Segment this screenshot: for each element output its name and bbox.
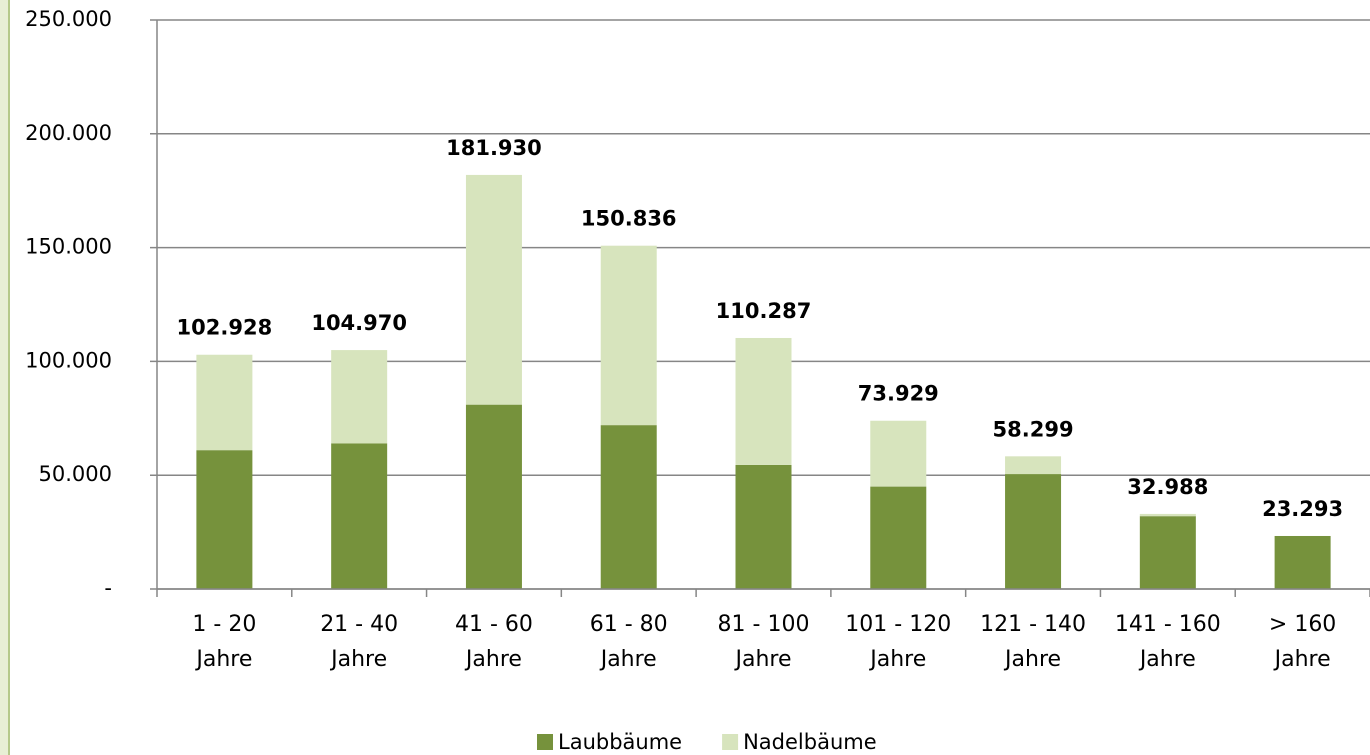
bar-segment [1139,516,1196,589]
total-label: 102.928 [177,316,273,340]
total-label: 73.929 [858,382,939,406]
total-label: 58.299 [993,417,1074,441]
total-label: 110.287 [716,299,812,323]
bar-segment [331,350,388,444]
x-tick-label: 61 - 80 Jahre [589,612,668,672]
x-tick-label: 21 - 40 Jahre [320,612,399,672]
bar-segment [600,425,657,589]
legend-swatch [722,734,739,750]
x-tick-label: 81 - 100 Jahre [717,612,810,672]
bar-segment [1005,456,1062,475]
bar-segment [1139,513,1196,517]
y-tick-label: 100.000 [25,348,112,372]
total-label: 104.970 [311,311,407,335]
total-label: 150.836 [581,207,677,231]
x-tick-label: 101 - 120 Jahre [845,612,952,672]
y-tick-label: - [104,576,112,600]
legend-label: Nadelbäume [743,730,877,754]
legend-label: Laubbäume [558,730,682,754]
bar-segment [1005,474,1062,589]
bar-segment [331,443,388,589]
bar-segment [196,450,253,589]
bar-segment [735,337,792,465]
total-label: 23.293 [1262,497,1343,521]
y-tick-label: 150.000 [25,235,112,259]
y-tick-label: 50.000 [39,462,112,486]
bar-segment [465,404,522,589]
x-tick-label: 121 - 140 Jahre [980,612,1086,672]
bar-segment [465,174,522,405]
bar-segment [600,245,657,426]
left-strip-border [8,0,10,755]
x-tick-label: > 160 Jahre [1268,612,1337,672]
bar-segment [735,464,792,589]
y-tick-label: 200.000 [25,121,112,145]
bar-segment [870,420,927,487]
bar-segment [1274,535,1331,589]
bar-segment [196,354,253,451]
x-tick-label: 41 - 60 Jahre [454,612,533,672]
total-label: 32.988 [1127,475,1208,499]
total-label: 181.930 [446,136,542,160]
left-strip [0,0,8,755]
x-tick-label: 1 - 20 Jahre [192,612,257,672]
bar-segment [870,486,927,589]
x-tick-label: 141 - 160 Jahre [1114,612,1221,672]
legend-swatch [537,734,553,750]
y-tick-label: 250.000 [25,7,112,31]
